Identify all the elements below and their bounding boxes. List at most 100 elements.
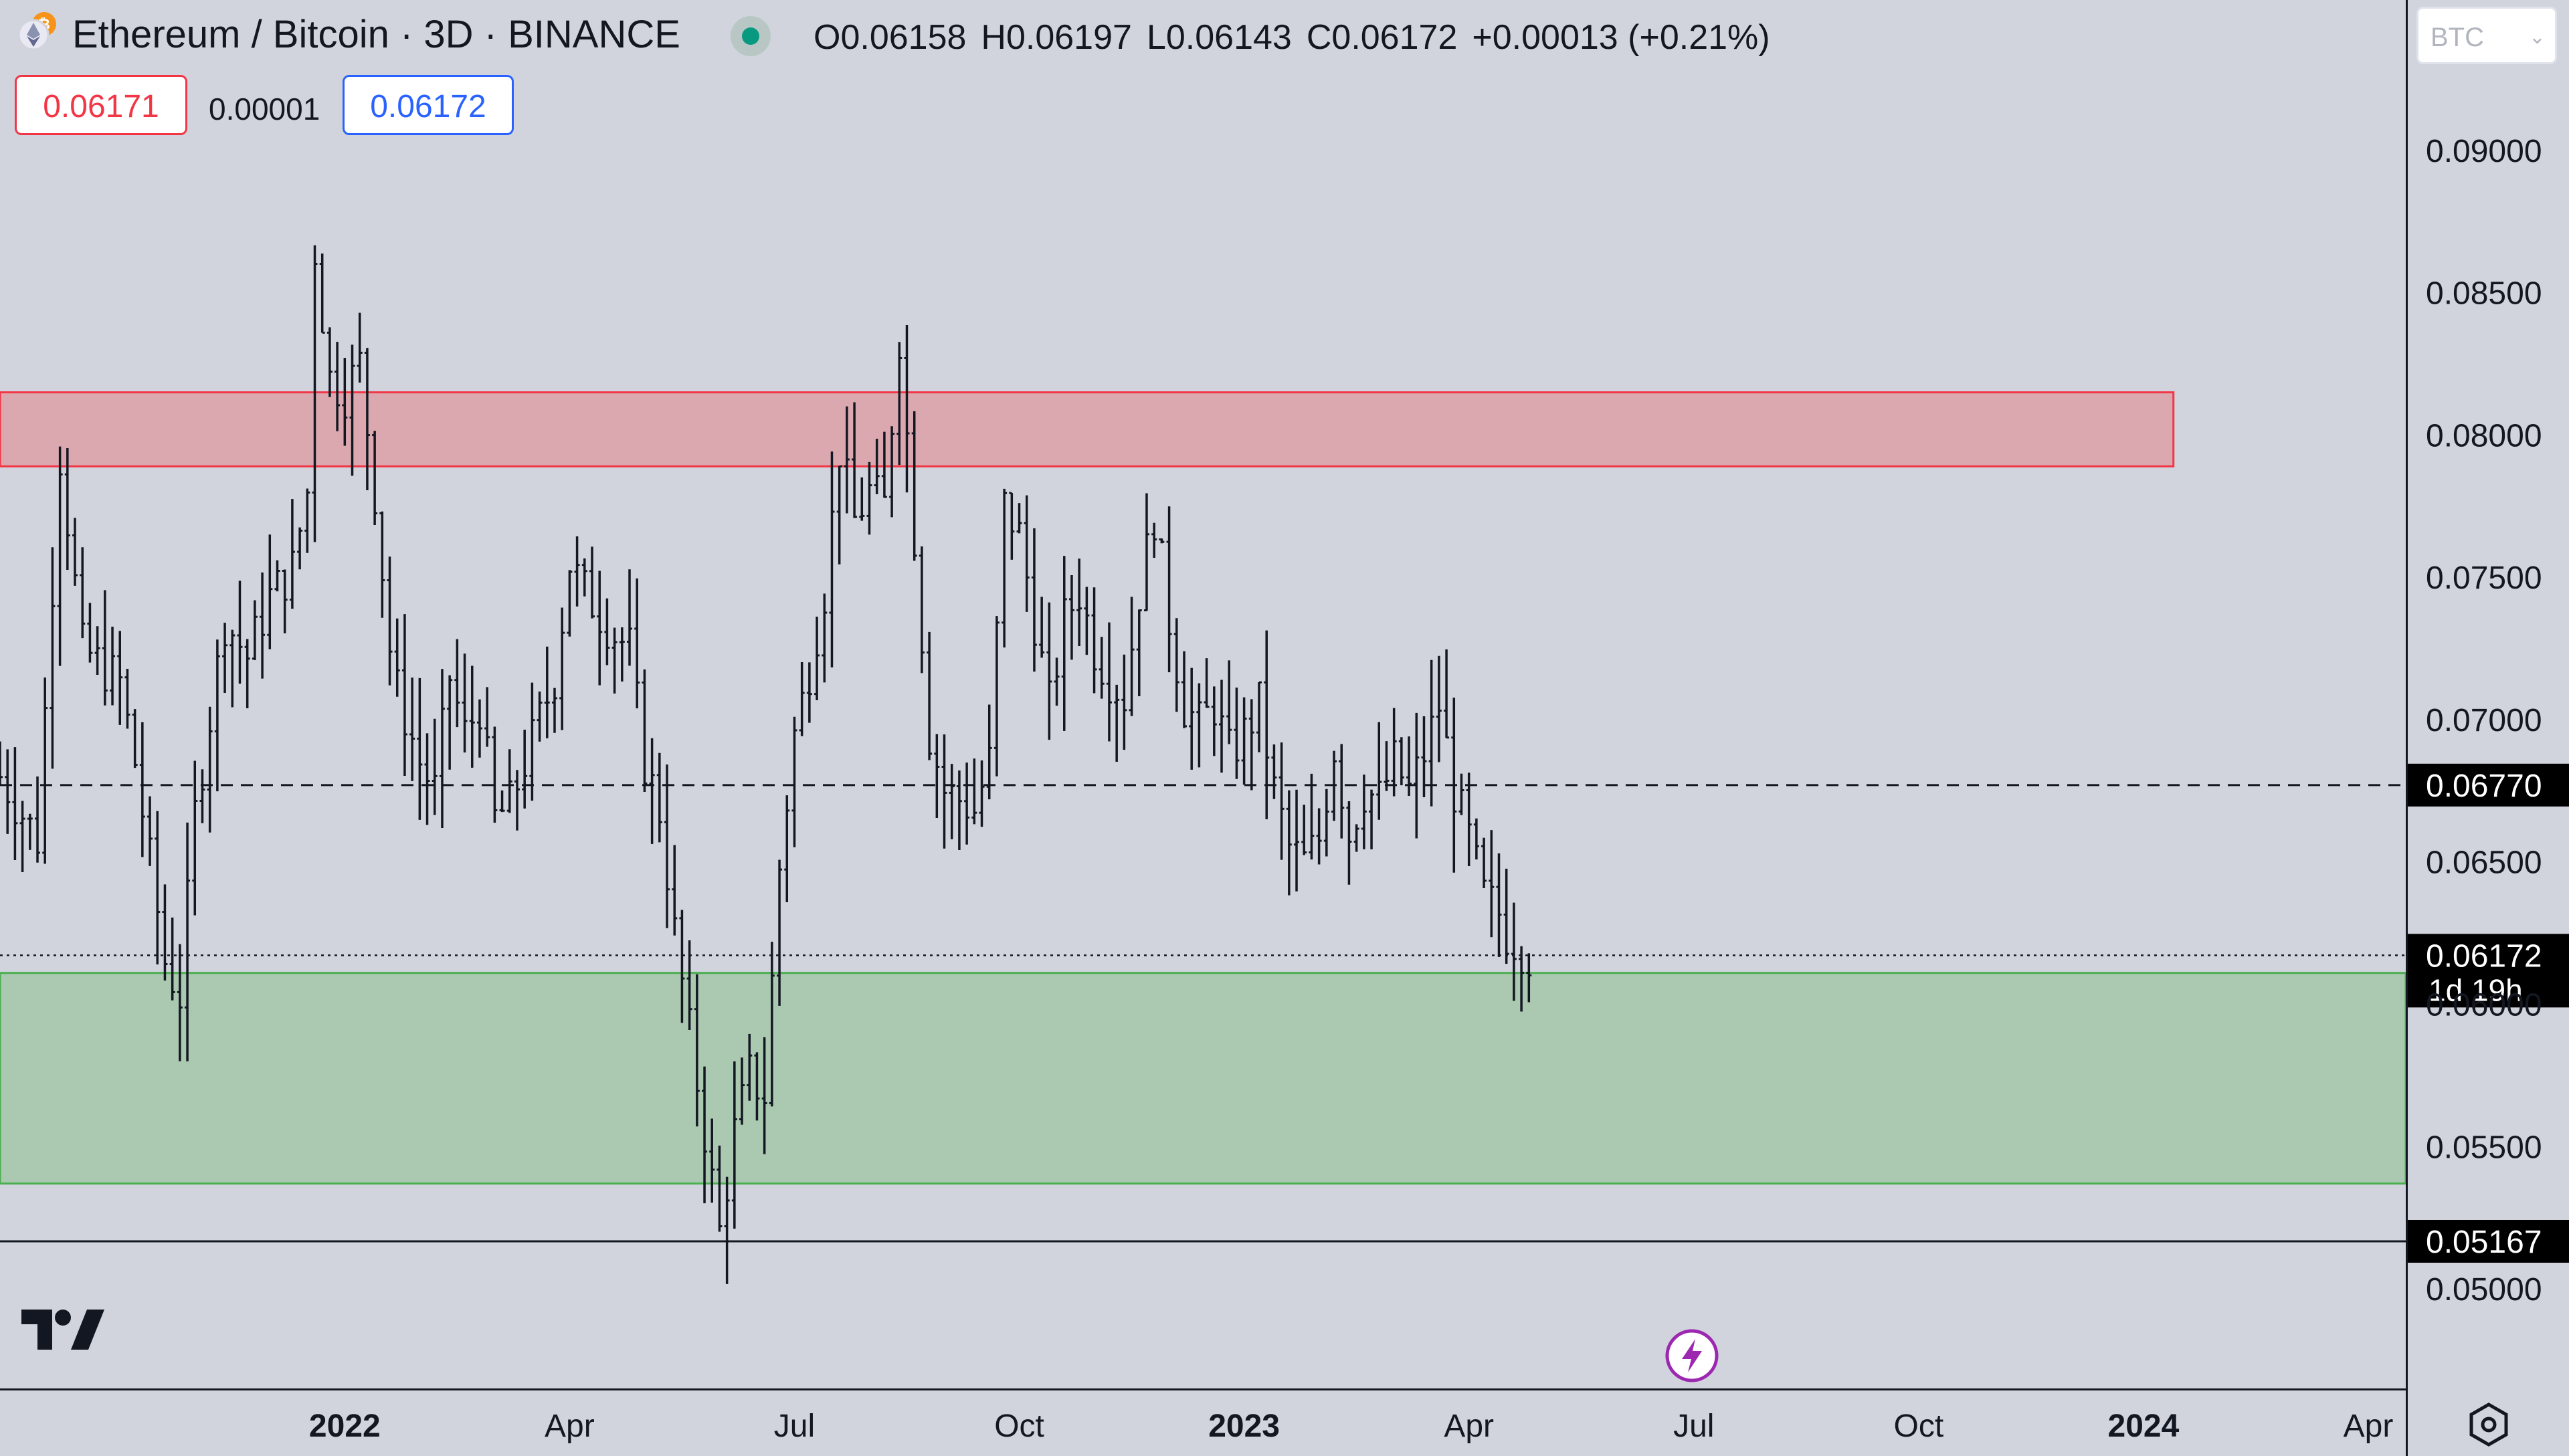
- ohlc-bar: [492, 726, 498, 823]
- time-axis-label: Jul: [774, 1409, 815, 1444]
- level-price-tag: [2408, 1219, 2569, 1263]
- ohlc-bar: [1458, 773, 1464, 815]
- ohlc-bar: [199, 769, 205, 823]
- ohlc-bar: [1106, 622, 1112, 742]
- ohlc-bar: [1248, 699, 1254, 791]
- ohlc-bar: [1519, 946, 1525, 1012]
- ohlc-bar: [911, 411, 917, 561]
- ohlc-bar: [42, 677, 48, 864]
- ohlc-bar: [964, 762, 970, 845]
- chevron-down-icon: ⌄: [2528, 26, 2546, 48]
- ohlc-bar: [597, 570, 603, 686]
- ohlc-bar: [1421, 716, 1427, 798]
- ohlc-bar: [1211, 686, 1217, 756]
- tradingview-logo[interactable]: [21, 1307, 104, 1354]
- time-axis-label: Oct: [994, 1409, 1044, 1444]
- ohlc-bar: [1361, 774, 1367, 849]
- price-axis-label: 0.08500: [2426, 276, 2542, 312]
- sell-price-button[interactable]: 0.06171: [15, 75, 187, 135]
- ohlc-bar: [19, 801, 25, 872]
- ohlc-bar: [941, 734, 947, 849]
- ohlc-bar: [1526, 953, 1532, 1003]
- price-axis-divider: [2406, 0, 2408, 1456]
- ohlc-bar: [702, 1066, 708, 1204]
- ohlc-bar: [1489, 830, 1495, 938]
- ohlc-bar: [1234, 688, 1240, 779]
- price-axis-label: 0.06500: [2426, 845, 2542, 881]
- ohlc-bar: [844, 406, 850, 514]
- ohlc-bar: [694, 974, 700, 1127]
- ohlc-bar: [956, 770, 962, 850]
- ohlc-bar: [1099, 637, 1105, 699]
- time-axis-label: Oct: [1894, 1409, 1944, 1444]
- ohlc-bar: [1046, 602, 1052, 740]
- ohlc-bar: [949, 764, 955, 839]
- ohlc-bar: [342, 358, 348, 446]
- ohlc-bar: [304, 488, 310, 553]
- ohlc-bar: [1271, 744, 1277, 799]
- ohlc-bar: [260, 573, 266, 679]
- ohlc-bar: [57, 446, 63, 666]
- level-price-label: 0.05167: [2426, 1225, 2542, 1260]
- ohlc-bar: [5, 749, 11, 834]
- price-axis-label: 0.05500: [2426, 1130, 2542, 1165]
- ohlc-bar: [1503, 868, 1509, 964]
- ohlc-bar: [506, 749, 512, 813]
- ohlc-bar: [1024, 495, 1030, 612]
- ohlc-bar: [169, 917, 175, 1001]
- ohlc-bar: [289, 499, 295, 609]
- ohlc-bar: [829, 451, 835, 667]
- ohlc-open: O0.06158: [814, 18, 967, 57]
- ohlc-bar: [147, 796, 153, 866]
- ohlc-bar: [634, 578, 640, 709]
- ohlc-bar: [1473, 818, 1479, 860]
- ohlc-bar: [544, 646, 550, 738]
- ohlc-bar: [417, 678, 423, 820]
- ohlc-bar: [852, 402, 858, 518]
- ohlc-close: C0.06172: [1306, 18, 1458, 57]
- support-zone[interactable]: [0, 972, 2407, 1185]
- ohlc-bar: [717, 1145, 723, 1232]
- ohlc-bar: [927, 631, 933, 760]
- ohlc-bar: [1278, 742, 1284, 860]
- ohlc-bar: [859, 477, 865, 521]
- ohlc-bar: [1264, 630, 1270, 819]
- ohlc-bar: [1286, 790, 1292, 896]
- buy-price-button[interactable]: 0.06172: [343, 75, 514, 135]
- ohlc-bar: [447, 675, 453, 770]
- ohlc-bar: [822, 593, 828, 683]
- ohlc-bar: [222, 623, 228, 694]
- currency-selector[interactable]: BTC ⌄: [2416, 7, 2557, 64]
- time-axis-label: Apr: [545, 1409, 595, 1444]
- ohlc-bar: [139, 722, 145, 857]
- ohlc-bar: [1061, 556, 1067, 731]
- ohlc-bar: [27, 813, 33, 850]
- ohlc-bar: [1323, 789, 1329, 857]
- ohlc-bar: [1143, 493, 1149, 612]
- eth-btc-pair-icon: ₿: [17, 12, 56, 51]
- ohlc-bar: [401, 614, 407, 776]
- symbol-title[interactable]: Ethereum / Bitcoin · 3D · BINANCE: [72, 13, 680, 56]
- ohlc-bar: [747, 1033, 753, 1101]
- ohlc-bar: [1406, 736, 1412, 797]
- ohlc-bar: [424, 733, 430, 825]
- currency-label: BTC: [2431, 23, 2484, 52]
- ohlc-bar: [1384, 741, 1390, 791]
- ohlc-bar: [1002, 488, 1008, 648]
- ohlc-bar: [537, 691, 543, 742]
- ohlc-bar: [574, 536, 580, 607]
- settings-icon[interactable]: [2466, 1402, 2511, 1447]
- ohlc-bar: [739, 1057, 745, 1125]
- resistance-zone[interactable]: [0, 391, 2175, 467]
- ohlc-bar: [529, 682, 535, 801]
- ohlc-bar: [469, 665, 475, 768]
- ohlc-bar: [1369, 789, 1375, 849]
- ohlc-bar: [724, 1176, 730, 1284]
- ohlc-bar: [1511, 902, 1517, 1001]
- ohlc-bar: [731, 1061, 737, 1229]
- ohlc-bar: [1151, 522, 1157, 558]
- lightning-icon[interactable]: [1664, 1328, 1719, 1383]
- ohlc-bar: [1391, 708, 1397, 797]
- ohlc-bar: [499, 790, 505, 813]
